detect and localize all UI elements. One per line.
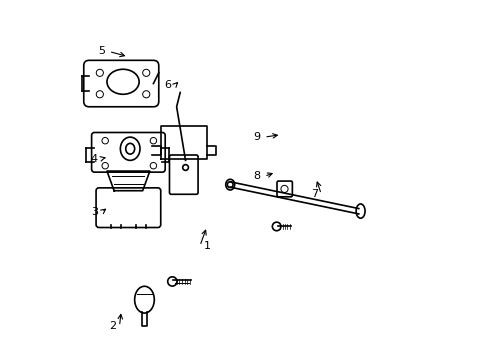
FancyBboxPatch shape — [91, 132, 165, 172]
Text: 6: 6 — [164, 80, 171, 90]
Text: 4: 4 — [91, 154, 98, 163]
Circle shape — [96, 91, 103, 98]
Ellipse shape — [355, 204, 365, 218]
Ellipse shape — [134, 286, 154, 313]
Circle shape — [142, 91, 149, 98]
Text: 2: 2 — [108, 321, 116, 332]
Text: 1: 1 — [203, 241, 210, 251]
Text: 7: 7 — [310, 189, 317, 199]
Text: 8: 8 — [253, 171, 260, 181]
Circle shape — [150, 162, 156, 169]
Circle shape — [102, 138, 108, 144]
FancyBboxPatch shape — [96, 188, 161, 228]
Circle shape — [281, 185, 287, 193]
Circle shape — [183, 165, 188, 170]
Ellipse shape — [225, 179, 234, 190]
Circle shape — [227, 182, 233, 188]
FancyBboxPatch shape — [83, 60, 159, 107]
Circle shape — [142, 69, 149, 76]
Circle shape — [272, 222, 281, 231]
Ellipse shape — [120, 137, 140, 160]
Ellipse shape — [107, 69, 139, 94]
Circle shape — [102, 162, 108, 169]
FancyBboxPatch shape — [169, 155, 198, 194]
FancyBboxPatch shape — [276, 181, 292, 197]
Text: 9: 9 — [253, 132, 260, 142]
Ellipse shape — [125, 143, 134, 154]
Circle shape — [167, 277, 177, 286]
Circle shape — [150, 138, 156, 144]
Circle shape — [96, 69, 103, 76]
Text: 5: 5 — [98, 46, 105, 57]
Text: 3: 3 — [91, 207, 98, 217]
